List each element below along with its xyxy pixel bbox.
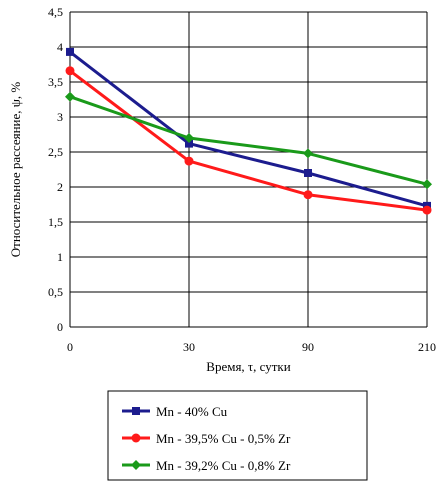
x-tick-label: 30	[183, 340, 195, 354]
y-tick-label: 3	[57, 110, 63, 124]
legend: Mn - 40% Cu Mn - 39,5% Cu - 0,5% Zr Mn - 3…	[107, 390, 368, 481]
y-tick-label: 2,5	[48, 145, 63, 159]
y-tick-label: 4	[57, 40, 63, 54]
data-point	[65, 66, 75, 76]
y-axis-label: Относительное рассеяние, ψ, %	[8, 82, 23, 258]
series-3	[65, 91, 432, 190]
legend-label: Mn - 39,2% Cu - 0,8% Zr	[156, 458, 291, 473]
y-tick-label: 4,5	[48, 5, 63, 19]
data-point	[65, 91, 75, 102]
y-tick-label: 2	[57, 180, 63, 194]
series-group	[65, 47, 432, 215]
x-tick-label: 90	[302, 340, 314, 354]
data-point	[184, 133, 194, 143]
legend-box	[107, 390, 368, 481]
legend-item: Mn - 40% Cu	[122, 404, 228, 419]
x-tick-label: 210	[418, 340, 436, 354]
data-point	[184, 156, 194, 166]
data-point	[422, 179, 432, 190]
data-point	[185, 139, 193, 148]
y-tick-label: 1,5	[48, 215, 63, 229]
data-point	[303, 148, 313, 159]
data-point	[66, 47, 74, 56]
data-point	[304, 169, 312, 177]
legend-label: Mn - 39,5% Cu - 0,5% Zr	[156, 431, 291, 446]
y-tick-label: 3,5	[48, 75, 63, 89]
series-1	[66, 47, 431, 210]
y-tick-labels: 0 0,5 1 1,5 2 2,5 3 3,5 4 4,5	[48, 5, 63, 334]
y-tick-label: 1	[57, 250, 63, 264]
legend-swatch-marker	[131, 433, 141, 443]
x-tick-labels: 0 30 90 210	[67, 340, 436, 354]
data-point	[303, 190, 313, 200]
legend-item: Mn - 39,2% Cu - 0,8% Zr	[122, 458, 291, 473]
y-tick-label: 0,5	[48, 285, 63, 299]
legend-item: Mn - 39,5% Cu - 0,5% Zr	[122, 431, 291, 446]
legend-label: Mn - 40% Cu	[156, 404, 228, 419]
legend-swatch-marker	[131, 460, 141, 470]
x-axis-label: Время, τ, сутки	[206, 359, 290, 374]
series-line	[69, 50, 428, 208]
x-tick-label: 0	[67, 340, 73, 354]
series-line	[69, 95, 428, 186]
data-point	[422, 205, 432, 215]
legend-swatch-marker	[132, 407, 140, 415]
y-tick-label: 0	[57, 320, 63, 334]
